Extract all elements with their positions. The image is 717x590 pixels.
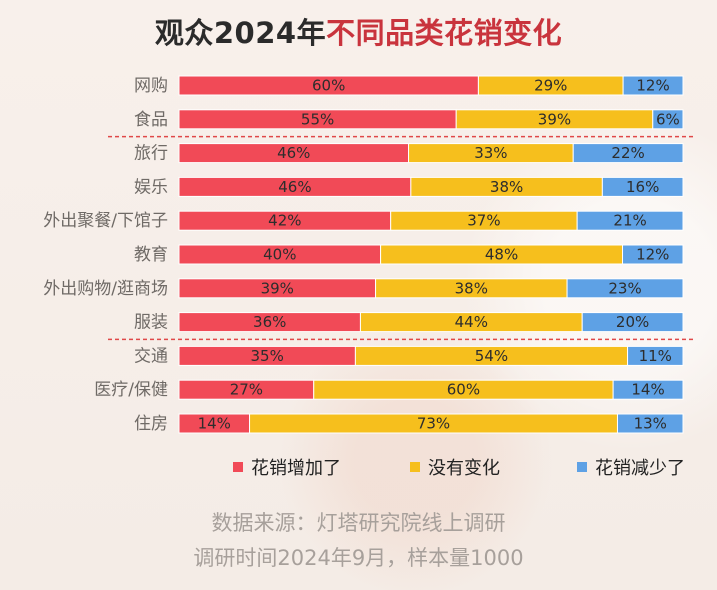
bar-label-0-1: 29% bbox=[534, 77, 567, 95]
bar-label-8-2: 11% bbox=[639, 347, 672, 365]
bar-label-5-2: 12% bbox=[636, 246, 669, 264]
bar-label-1-2: 6% bbox=[656, 110, 680, 128]
category-label-5: 教育 bbox=[134, 245, 168, 265]
category-label-0: 网购 bbox=[134, 76, 168, 96]
bar-label-1-0: 55% bbox=[301, 110, 334, 128]
category-label-9: 医疗/保健 bbox=[94, 380, 168, 400]
bar-label-9-1: 60% bbox=[447, 381, 480, 399]
bar-label-4-2: 21% bbox=[613, 212, 646, 230]
legend-label-decrease: 花销减少了 bbox=[595, 458, 685, 479]
legend-item-increase: 花销增加了 bbox=[233, 454, 341, 480]
category-label-4: 外出聚餐/下馆子 bbox=[43, 211, 168, 231]
bar-label-8-1: 54% bbox=[475, 347, 508, 365]
legend-label-no-change: 没有变化 bbox=[428, 458, 500, 479]
legend-swatch-decrease bbox=[577, 462, 587, 472]
bar-segment-5-2 bbox=[622, 244, 684, 265]
chart-title: 观众2024年不同品类花销变化 bbox=[0, 10, 717, 52]
bar-segment-10-2 bbox=[616, 413, 684, 434]
bar-label-4-0: 42% bbox=[268, 212, 301, 230]
chart-title-accent: 不同品类花销变化 bbox=[326, 16, 563, 50]
category-label-8: 交通 bbox=[134, 346, 168, 366]
legend-label-increase: 花销增加了 bbox=[251, 458, 341, 479]
bar-label-2-1: 33% bbox=[474, 144, 507, 162]
source-line-2: 调研时间2024年9月，样本量1000 bbox=[193, 546, 524, 570]
bar-label-3-2: 16% bbox=[626, 178, 659, 196]
source-line-1: 数据来源：灯塔研究院线上调研 bbox=[211, 511, 506, 535]
bar-label-5-0: 40% bbox=[263, 246, 296, 264]
bar-label-10-0: 14% bbox=[198, 415, 231, 433]
legend-item-no-change: 没有变化 bbox=[410, 454, 500, 480]
category-label-6: 外出购物/逛商场 bbox=[43, 279, 168, 299]
chart-title-prefix: 观众2024年 bbox=[154, 16, 327, 50]
bar-label-7-1: 44% bbox=[455, 313, 488, 331]
bar-label-7-2: 20% bbox=[616, 313, 649, 331]
bar-segment-6-2 bbox=[566, 278, 684, 299]
bar-label-6-2: 23% bbox=[608, 279, 641, 297]
bar-label-7-0: 36% bbox=[253, 313, 286, 331]
category-label-3: 娱乐 bbox=[134, 177, 168, 197]
legend-swatch-increase bbox=[233, 462, 243, 472]
bar-segment-3-2 bbox=[601, 176, 684, 197]
bar-label-3-1: 38% bbox=[490, 178, 523, 196]
category-label-1: 食品 bbox=[134, 110, 168, 130]
bar-label-0-0: 60% bbox=[312, 77, 345, 95]
bar-label-8-0: 35% bbox=[251, 347, 284, 365]
bar-label-5-1: 48% bbox=[485, 246, 518, 264]
chart-legend: 花销增加了 没有变化 花销减少了 bbox=[0, 454, 717, 484]
legend-swatch-no-change bbox=[410, 462, 420, 472]
category-label-7: 服装 bbox=[134, 313, 168, 333]
bar-segment-8-2 bbox=[627, 345, 684, 366]
bar-label-9-0: 27% bbox=[230, 381, 263, 399]
bar-label-2-2: 22% bbox=[611, 144, 644, 162]
bar-label-1-1: 39% bbox=[538, 110, 571, 128]
bar-label-4-1: 37% bbox=[467, 212, 500, 230]
bar-segment-4-2 bbox=[576, 210, 684, 231]
bar-label-0-2: 12% bbox=[636, 77, 669, 95]
bar-label-3-0: 46% bbox=[278, 178, 311, 196]
bar-segment-9-2 bbox=[612, 379, 684, 400]
category-label-10: 住房 bbox=[134, 414, 168, 434]
bar-segment-7-2 bbox=[581, 312, 684, 333]
bar-segment-1-2 bbox=[652, 109, 684, 130]
bar-label-2-0: 46% bbox=[277, 144, 310, 162]
bar-label-6-0: 39% bbox=[261, 279, 294, 297]
bar-segment-2-2 bbox=[572, 143, 684, 164]
bar-label-10-2: 13% bbox=[634, 415, 667, 433]
bar-label-10-1: 73% bbox=[417, 415, 450, 433]
bar-segment-0-2 bbox=[622, 75, 684, 96]
legend-item-decrease: 花销减少了 bbox=[577, 454, 685, 480]
category-label-2: 旅行 bbox=[134, 144, 168, 164]
bar-label-9-2: 14% bbox=[631, 381, 664, 399]
bar-label-6-1: 38% bbox=[455, 279, 488, 297]
